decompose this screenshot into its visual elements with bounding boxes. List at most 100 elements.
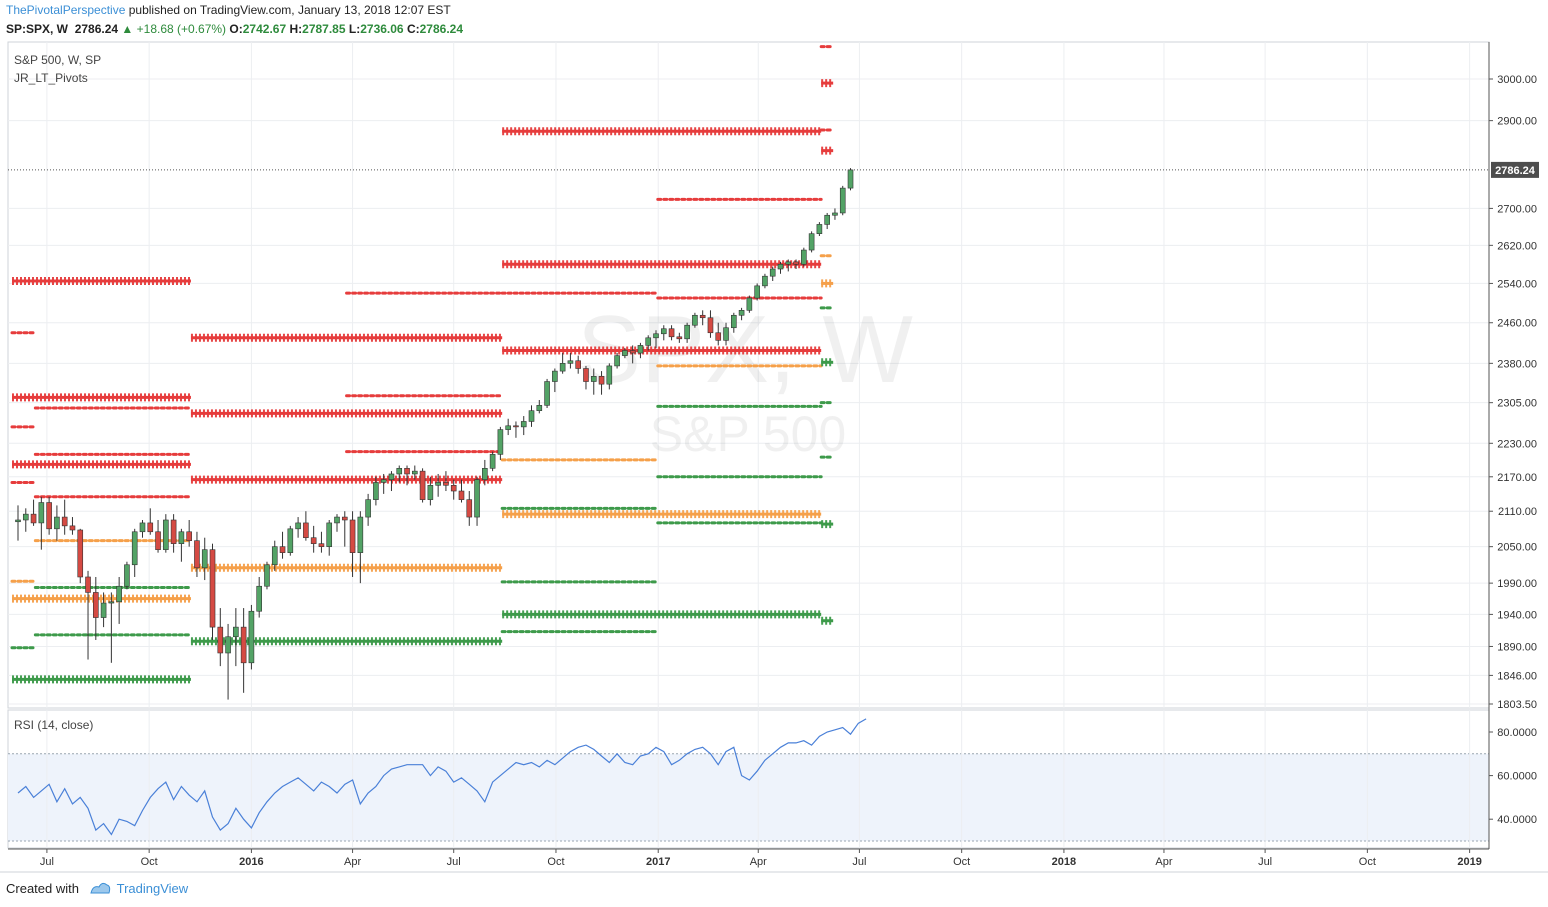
candle: [450, 479, 457, 500]
candle-body: [427, 485, 434, 500]
candle: [201, 537, 208, 581]
candles: [15, 168, 854, 700]
time-axis-label: Oct: [953, 856, 970, 868]
candle: [754, 283, 760, 301]
candle: [61, 499, 68, 535]
candle-body: [575, 360, 581, 369]
candle-body: [552, 370, 558, 382]
author-link[interactable]: ThePivotalPerspective: [6, 3, 126, 17]
time-axis-label: Jul: [40, 856, 54, 868]
candle-body: [606, 365, 613, 385]
tradingview-link[interactable]: TradingView: [116, 881, 189, 896]
candle: [497, 426, 504, 460]
time-axis-label: 2016: [239, 856, 263, 868]
candle-body: [793, 261, 799, 265]
candle-body: [116, 585, 122, 603]
time-axis-label: Oct: [1359, 856, 1376, 868]
price-axis-label: 1890.00: [1497, 641, 1537, 653]
candle-body: [373, 482, 379, 500]
candle: [637, 342, 644, 359]
candle: [186, 519, 192, 547]
candle: [93, 576, 99, 640]
candle-body: [808, 233, 815, 251]
candle-body: [458, 490, 465, 500]
candle: [769, 266, 776, 282]
candle-body: [466, 499, 473, 518]
candle-body: [15, 519, 21, 523]
candle: [606, 363, 613, 390]
low-label: L:: [348, 22, 361, 36]
candle-body: [660, 328, 667, 335]
candle: [303, 511, 309, 541]
candle-body: [225, 636, 231, 654]
indicator-legend[interactable]: JR_LT_Pivots: [14, 71, 88, 85]
candle-body: [279, 546, 286, 553]
price-axis-label: 1803.50: [1497, 699, 1537, 711]
candle-body: [186, 531, 192, 541]
candle: [108, 592, 115, 663]
candle-body: [388, 473, 395, 480]
up-triangle-icon: ▲: [121, 22, 134, 36]
candle-body: [785, 261, 792, 265]
rsi-axis-label: 40.0000: [1497, 814, 1537, 826]
candle: [629, 345, 636, 364]
candle: [116, 576, 122, 624]
time-axis-label: Apr: [750, 856, 767, 868]
candle: [435, 473, 441, 497]
candle: [622, 347, 628, 359]
candle: [528, 405, 535, 427]
candle-body: [559, 363, 566, 372]
candle-body: [256, 585, 262, 612]
candle: [614, 353, 620, 369]
candle: [240, 608, 247, 693]
time-axis-label: Oct: [141, 856, 158, 868]
close-value: 2786.24: [419, 22, 464, 36]
candle: [139, 519, 146, 538]
rsi-legend[interactable]: RSI (14, close): [14, 718, 94, 732]
candle: [248, 604, 255, 670]
tradingview-logo-icon: [89, 881, 111, 898]
candle-body: [326, 522, 333, 547]
candle: [567, 353, 574, 369]
candle-body: [622, 350, 628, 356]
candle-body: [38, 502, 45, 524]
chart-legend-title[interactable]: S&P 500, W, SP: [14, 53, 102, 67]
candle-body: [762, 275, 768, 287]
candle-body: [450, 485, 457, 492]
candle-body: [668, 328, 675, 338]
candle-body: [178, 531, 185, 544]
candle: [777, 261, 784, 274]
candle: [365, 493, 371, 526]
candle: [699, 310, 706, 326]
candle: [256, 576, 262, 618]
candle: [396, 465, 403, 483]
candle-body: [567, 360, 574, 364]
current-price-tag: [1491, 161, 1539, 178]
candle-body: [240, 626, 247, 664]
candle: [583, 365, 589, 390]
candle-body: [544, 381, 550, 406]
candle-body: [155, 531, 161, 550]
footer: Created with TradingView: [6, 881, 188, 898]
rsi-line: [17, 718, 867, 836]
candle: [46, 496, 52, 535]
candle-body: [847, 169, 854, 189]
candle: [738, 307, 745, 321]
candle-body: [217, 626, 224, 654]
candle-body: [824, 214, 830, 225]
candle: [264, 561, 270, 590]
price-pane: [7, 41, 1490, 709]
price-axis-label: 2170.00: [1497, 472, 1537, 484]
publish-text: published on TradingView.com, January 13…: [125, 3, 451, 17]
candle: [155, 519, 161, 553]
candle-body: [365, 499, 371, 518]
candle-body: [699, 314, 706, 319]
open-label: O:: [229, 22, 243, 36]
candle-body: [271, 546, 278, 566]
candle-body: [801, 249, 807, 265]
candle-body: [816, 224, 823, 234]
candle-body: [637, 345, 644, 354]
candle-body: [318, 543, 325, 547]
candle-body: [396, 468, 403, 475]
